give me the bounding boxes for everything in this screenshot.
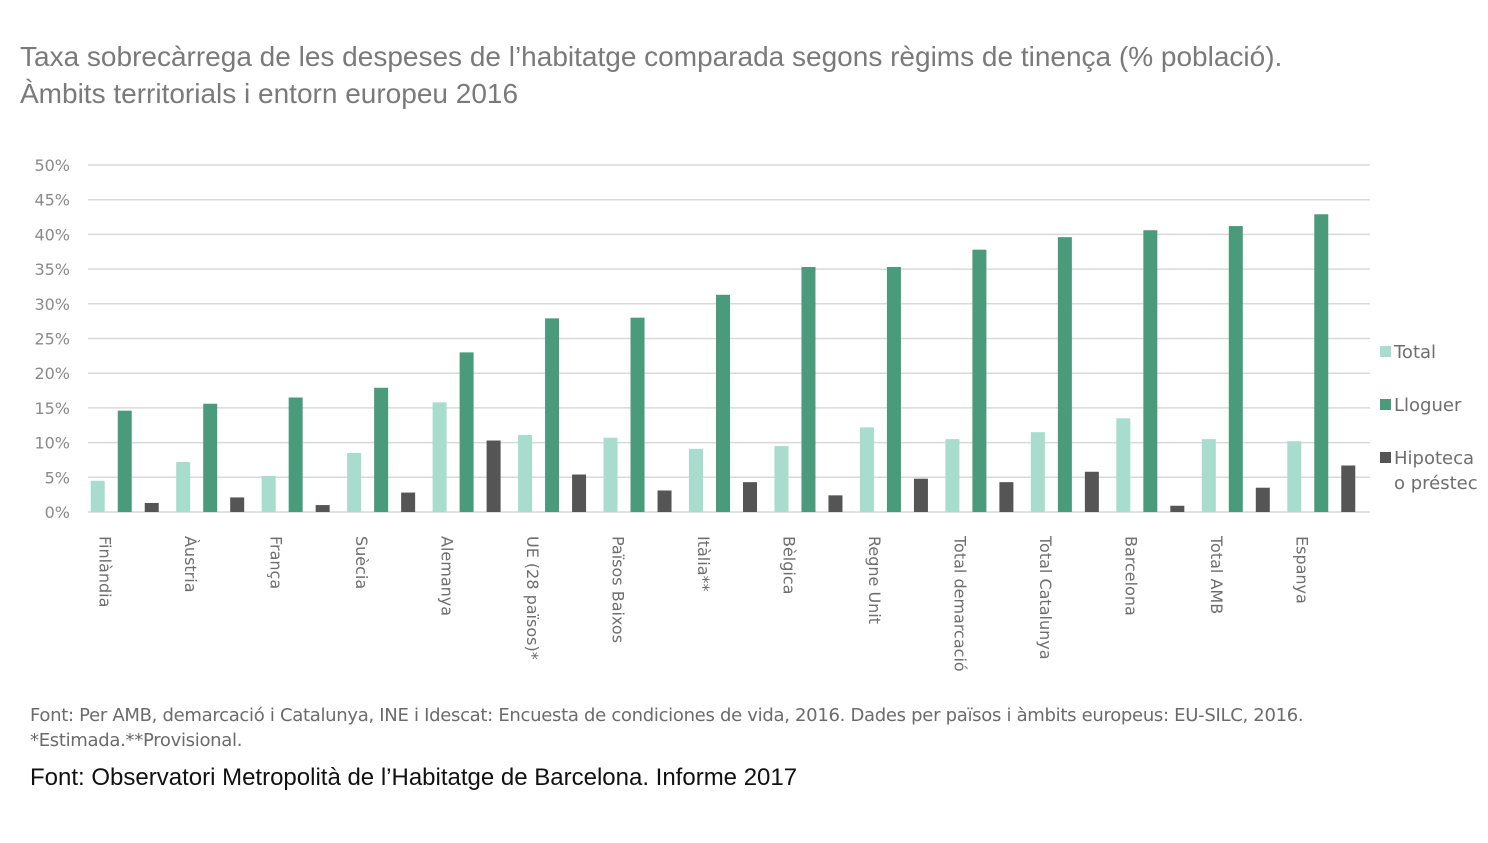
bar-lloguer: [630, 317, 645, 512]
legend-label: Total: [1393, 342, 1436, 363]
bar-hipoteca: [913, 478, 928, 512]
bar-lloguer: [374, 387, 389, 512]
bar-hipoteca: [144, 502, 159, 512]
chart-title-line-2: Àmbits territorials i entorn europeu 201…: [20, 78, 519, 109]
bar-hipoteca: [230, 497, 245, 512]
legend-swatch: [1380, 399, 1391, 410]
bar-hipoteca: [401, 492, 416, 512]
y-tick-label: 0%: [45, 503, 70, 522]
bar-hipoteca: [1170, 505, 1185, 512]
bar-hipoteca: [1255, 487, 1270, 512]
legend-label: Hipoteca: [1394, 448, 1474, 469]
x-category-label: Total demarcació: [950, 535, 969, 672]
bar-total: [774, 446, 789, 512]
bar-lloguer: [801, 267, 816, 512]
y-tick-label: 15%: [34, 399, 70, 418]
y-tick-label: 25%: [34, 330, 70, 349]
x-category-label: Total Catalunya: [1036, 535, 1055, 660]
legend: Total Lloguer Hipoteca o préstec: [1380, 342, 1478, 494]
bar-total: [176, 462, 191, 512]
footnote: Font: Per AMB, demarcació i Catalunya, I…: [30, 703, 1304, 753]
bar-lloguer: [1314, 214, 1329, 513]
bar-total: [518, 434, 533, 512]
x-category-label: Bèlgica: [779, 536, 798, 594]
bar-lloguer: [1143, 230, 1158, 512]
chart-title-line-1: Taxa sobrecàrrega de les despeses de l’h…: [20, 41, 1283, 72]
bar-total: [1116, 418, 1131, 512]
bar-hipoteca: [486, 440, 501, 512]
bar-lloguer: [972, 249, 987, 512]
y-tick-label: 45%: [34, 191, 70, 210]
x-category-label: UE (28 països)*: [523, 536, 542, 660]
bar-total: [1030, 432, 1045, 512]
footnote-line-1: Font: Per AMB, demarcació i Catalunya, I…: [30, 705, 1304, 726]
y-axis: 0% 5% 10% 15% 20% 25% 30% 35% 40% 45% 50%: [34, 156, 70, 522]
bar-lloguer: [1057, 237, 1072, 512]
y-tick-label: 35%: [34, 260, 70, 279]
bar-total: [689, 448, 703, 512]
legend-swatch: [1380, 346, 1391, 357]
bar-lloguer: [288, 397, 303, 512]
bar-hipoteca: [999, 482, 1014, 512]
x-axis: Finlàndia Àustria França Suècia Alemanya UE (…: [96, 535, 1312, 672]
bar-hipoteca: [657, 490, 672, 512]
chart-title: Taxa sobrecàrrega de les despeses de l’h…: [20, 38, 1460, 112]
y-tick-label: 5%: [45, 468, 70, 487]
bar-lloguer: [1228, 226, 1243, 512]
bar-lloguer: [886, 267, 901, 512]
bar-hipoteca: [743, 482, 757, 512]
x-category-label: França: [267, 536, 286, 589]
bar-total: [603, 437, 618, 512]
bar-total: [1287, 441, 1302, 512]
bar-lloguer: [117, 410, 132, 512]
bar-total: [859, 427, 874, 512]
footnote-line-2: *Estimada.**Provisional.: [30, 730, 243, 751]
bar-lloguer: [545, 318, 560, 512]
bar-hipoteca: [1084, 471, 1099, 512]
x-category-label: Barcelona: [1121, 536, 1140, 616]
bar-hipoteca: [315, 505, 330, 512]
x-category-label: Finlàndia: [96, 536, 115, 607]
bar-total: [90, 480, 105, 512]
y-tick-label: 10%: [34, 434, 70, 453]
source-note: Font: Observatori Metropolità de l’Habit…: [30, 764, 798, 791]
bar-hipoteca: [1341, 465, 1356, 512]
bar-total: [261, 475, 276, 512]
bars: [90, 214, 1356, 513]
y-tick-label: 20%: [34, 364, 70, 383]
y-tick-label: 50%: [34, 156, 70, 175]
legend-label: o préstec: [1394, 473, 1478, 494]
bar-total: [1201, 439, 1216, 512]
x-category-label: Països Baixos: [609, 536, 628, 643]
x-category-label: Àustria: [181, 536, 200, 593]
y-tick-label: 40%: [34, 225, 70, 244]
y-tick-label: 30%: [34, 295, 70, 314]
bar-total: [347, 453, 362, 512]
bar-lloguer: [716, 294, 730, 512]
bar-total: [945, 439, 960, 512]
x-category-label: Total AMB: [1207, 535, 1226, 614]
bar-lloguer: [459, 352, 474, 512]
bar-chart: 0% 5% 10% 15% 20% 25% 30% 35% 40% 45% 50% Finlàndi…: [34, 156, 1478, 672]
bar-hipoteca: [572, 474, 587, 512]
bar-hipoteca: [828, 495, 843, 512]
x-category-label: Suècia: [352, 536, 371, 589]
x-category-label: Alemanya: [438, 536, 457, 616]
bar-total: [432, 402, 447, 512]
legend-label: Lloguer: [1394, 395, 1462, 416]
x-category-label: Itàlia**: [694, 536, 713, 592]
x-category-label: Espanya: [1292, 536, 1311, 604]
bar-lloguer: [203, 403, 218, 512]
x-category-label: Regne Unit: [865, 536, 884, 624]
legend-swatch: [1380, 452, 1391, 463]
